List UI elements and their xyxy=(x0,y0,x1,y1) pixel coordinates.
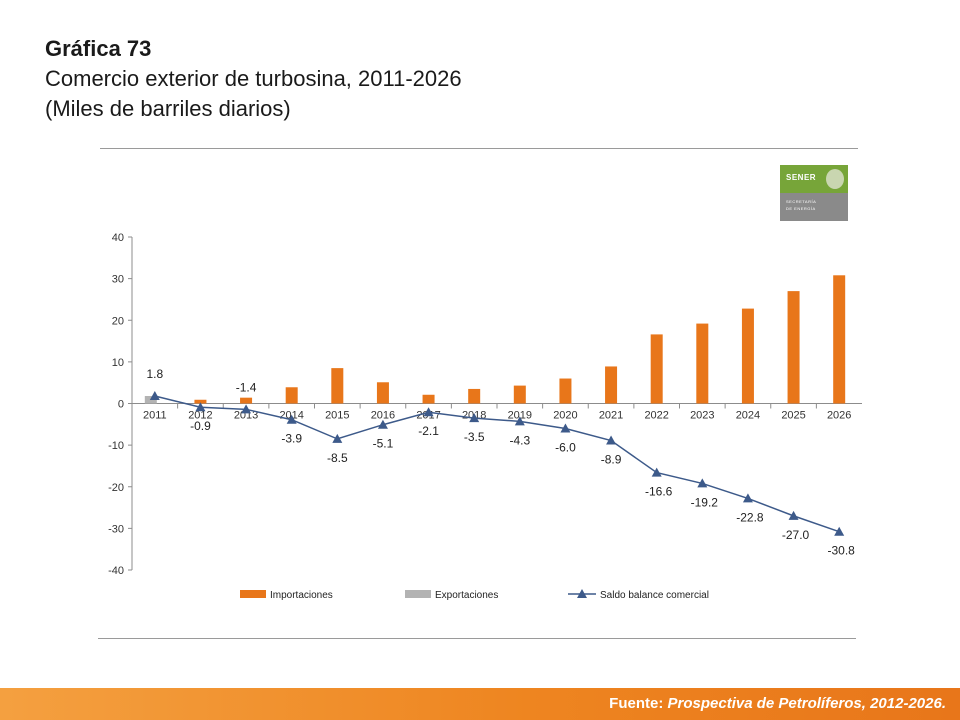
x-tick-label: 2011 xyxy=(143,410,167,422)
data-label: -3.9 xyxy=(281,432,302,446)
x-tick-label: 2012 xyxy=(188,410,212,422)
x-tick-label: 2016 xyxy=(371,410,395,422)
x-tick-label: 2024 xyxy=(736,410,760,422)
footer-bar: Fuente: Prospectiva de Petrolíferos, 201… xyxy=(0,688,960,720)
saldo-line xyxy=(154,395,840,533)
x-tick-label: 2023 xyxy=(690,410,714,422)
y-tick-label: -20 xyxy=(108,482,124,494)
saldo-marker xyxy=(651,467,662,477)
saldo-marker xyxy=(149,391,160,401)
source-label: Fuente: xyxy=(609,695,664,712)
bar-importaciones xyxy=(468,388,481,404)
bar-importaciones xyxy=(422,394,435,404)
x-tick-label: 2013 xyxy=(234,410,258,422)
bar-importaciones xyxy=(194,399,207,404)
y-tick-label: 30 xyxy=(112,274,124,286)
data-label: -2.1 xyxy=(418,424,439,438)
x-tick-label: 2020 xyxy=(553,410,577,422)
data-label: -8.5 xyxy=(327,451,348,465)
chart-units: (Miles de barriles diarios) xyxy=(45,96,291,121)
logo-brand: SENER xyxy=(786,173,817,182)
bar-importaciones xyxy=(240,397,253,404)
bar-importaciones xyxy=(650,334,663,404)
bar-importaciones xyxy=(787,291,800,404)
data-label: -16.6 xyxy=(645,485,673,499)
saldo-marker xyxy=(377,419,388,429)
data-label: -3.5 xyxy=(464,430,485,444)
y-tick-label: 40 xyxy=(112,232,124,244)
saldo-marker xyxy=(742,493,753,503)
y-tick-label: -10 xyxy=(108,440,124,452)
bar-importaciones xyxy=(376,382,389,404)
data-label: -30.8 xyxy=(828,544,856,558)
y-tick-label: 20 xyxy=(112,315,124,327)
saldo-marker xyxy=(332,433,343,443)
legend-label-exportaciones: Exportaciones xyxy=(435,590,498,601)
saldo-marker xyxy=(834,526,845,536)
bar-importaciones xyxy=(285,387,298,404)
legend-swatch-exportaciones xyxy=(405,590,431,598)
data-label: -4.3 xyxy=(509,433,530,447)
saldo-marker xyxy=(469,413,480,423)
saldo-marker xyxy=(788,510,799,520)
saldo-marker xyxy=(241,404,252,414)
bar-importaciones xyxy=(696,323,709,404)
legend-label-saldo: Saldo balance comercial xyxy=(600,590,709,601)
source-note: Fuente: Prospectiva de Petrolíferos, 201… xyxy=(609,695,946,712)
saldo-marker xyxy=(514,416,525,426)
saldo-marker xyxy=(560,423,571,433)
y-tick-label: -30 xyxy=(108,523,124,535)
x-tick-label: 2019 xyxy=(508,410,532,422)
top-divider xyxy=(100,148,858,149)
x-tick-label: 2025 xyxy=(781,410,805,422)
bar-importaciones xyxy=(559,378,572,404)
saldo-marker xyxy=(697,478,708,488)
x-tick-label: 2022 xyxy=(644,410,668,422)
legend-label-importaciones: Importaciones xyxy=(270,590,333,601)
sener-logo: SENER SECRETARÍA DE ENERGÍA xyxy=(780,165,848,221)
saldo-marker xyxy=(606,435,617,445)
y-tick-label: -40 xyxy=(108,565,124,577)
data-label: -19.2 xyxy=(691,495,719,509)
chart-title: Gráfica 73 xyxy=(45,36,152,61)
bottom-divider xyxy=(98,638,856,639)
data-label: -8.9 xyxy=(601,453,622,467)
bar-importaciones xyxy=(513,385,526,404)
saldo-marker xyxy=(286,414,297,424)
bar-importaciones xyxy=(605,366,618,404)
logo-line2: DE ENERGÍA xyxy=(786,206,816,211)
y-tick-label: 10 xyxy=(112,357,124,369)
data-label: 1.8 xyxy=(146,367,163,381)
bar-importaciones xyxy=(331,368,344,404)
data-label: -27.0 xyxy=(782,528,810,542)
bar-importaciones xyxy=(741,308,754,404)
source-text: Prospectiva de Petrolíferos, 2012-2026. xyxy=(667,695,946,712)
x-tick-label: 2026 xyxy=(827,410,851,422)
x-tick-label: 2021 xyxy=(599,410,623,422)
x-tick-label: 2015 xyxy=(325,410,349,422)
saldo-marker xyxy=(423,407,434,417)
saldo-marker xyxy=(195,402,206,412)
logo-line1: SECRETARÍA xyxy=(786,199,817,204)
data-label: -5.1 xyxy=(373,437,394,451)
data-label: -22.8 xyxy=(736,510,764,524)
data-label: -6.0 xyxy=(555,440,576,454)
legend-marker-saldo xyxy=(577,589,587,598)
data-label: -0.9 xyxy=(190,419,211,433)
legend-swatch-importaciones xyxy=(240,590,266,598)
data-label: -1.4 xyxy=(236,380,257,394)
y-tick-label: 0 xyxy=(118,399,124,411)
bar-importaciones xyxy=(833,275,846,404)
chart-subtitle: Comercio exterior de turbosina, 2011-202… xyxy=(45,66,462,91)
title-block: Gráfica 73 Comercio exterior de turbosin… xyxy=(45,34,462,124)
coat-of-arms-icon xyxy=(826,169,844,189)
